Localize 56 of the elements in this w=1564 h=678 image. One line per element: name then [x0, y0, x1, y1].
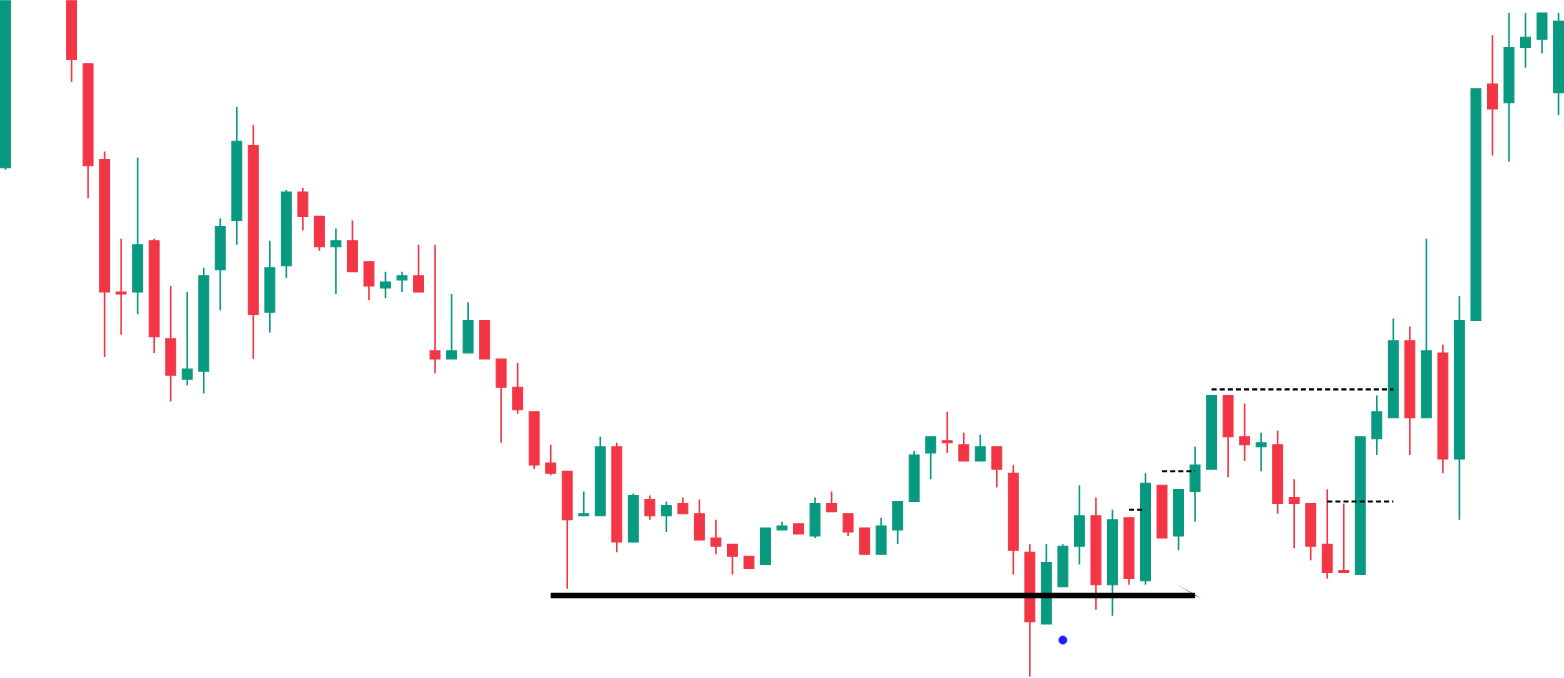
candlestick	[760, 527, 771, 566]
candlestick	[875, 517, 887, 556]
candlestick	[908, 450, 920, 503]
candlestick	[974, 434, 986, 463]
candlestick	[925, 436, 937, 481]
candlestick	[132, 157, 144, 316]
candlestick	[1057, 543, 1069, 588]
candlestick	[941, 411, 953, 454]
candlestick	[644, 494, 656, 521]
candlestick	[545, 444, 557, 477]
candlestick	[1486, 34, 1498, 157]
candlestick	[1338, 503, 1350, 574]
candlestick	[1536, 12, 1548, 55]
candlestick	[380, 271, 391, 300]
candlestick	[1189, 446, 1201, 523]
candlestick	[214, 217, 226, 312]
candlestick	[462, 301, 474, 354]
candlestick	[1073, 484, 1085, 566]
candlestick	[297, 187, 309, 232]
candlestick	[1288, 478, 1300, 550]
candlestick	[1173, 488, 1185, 552]
candlestick	[1222, 394, 1234, 479]
candlestick	[660, 501, 672, 534]
candlestick	[363, 261, 375, 302]
candlestick	[1305, 503, 1317, 562]
candlestick	[165, 285, 177, 403]
candlestick	[1239, 403, 1251, 463]
candlestick	[726, 543, 738, 576]
candlestick	[512, 362, 524, 415]
candlestick	[413, 244, 424, 294]
candlestick	[330, 228, 342, 296]
candlestick	[693, 499, 705, 542]
candlestick	[1321, 488, 1333, 580]
candlestick	[892, 501, 904, 546]
candlestick	[313, 215, 325, 252]
candlestick	[842, 513, 854, 538]
candlestick	[396, 271, 408, 294]
candlestick	[710, 519, 722, 556]
candlestick	[479, 320, 491, 360]
candlestick	[627, 492, 639, 544]
candlestick	[264, 240, 276, 334]
candlestick	[1255, 432, 1267, 473]
candlestick	[1520, 12, 1531, 69]
candlestick	[859, 527, 871, 556]
candlestick	[115, 238, 127, 336]
candlestick	[181, 291, 193, 387]
candlestick	[1371, 394, 1383, 457]
candlestick	[809, 496, 821, 540]
candlestick	[346, 219, 358, 273]
candlestick	[958, 432, 970, 463]
candlestick	[826, 490, 838, 513]
candlestick	[429, 244, 441, 375]
candlestick	[991, 446, 1003, 489]
candlestick	[495, 358, 507, 444]
candlestick	[446, 293, 458, 361]
candlestick	[578, 490, 590, 517]
